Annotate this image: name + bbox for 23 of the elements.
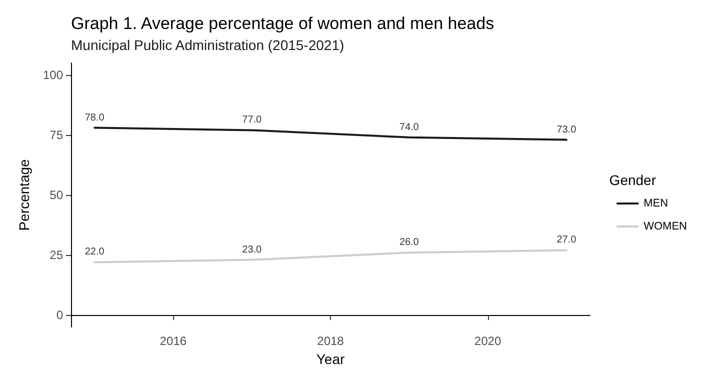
data-label: 26.0 <box>399 237 420 248</box>
y-axis-title: Percentage <box>16 158 32 231</box>
legend-label: WOMEN <box>644 220 688 232</box>
data-label: 23.0 <box>242 244 262 256</box>
data-label: 73.0 <box>556 124 577 136</box>
x-axis-title: Year <box>316 350 345 367</box>
x-tick-label: 2018 <box>317 334 344 348</box>
data-label: 78.0 <box>84 112 105 124</box>
data-label: 22.0 <box>84 246 105 258</box>
x-tick-label: 2020 <box>474 334 502 348</box>
y-tick-label: 0 <box>56 308 64 322</box>
legend-title: Gender <box>609 172 656 188</box>
chart-subtitle: Municipal Public Administration (2015-2021) <box>71 37 344 53</box>
y-tick-label: 50 <box>50 188 64 202</box>
data-label: 74.0 <box>399 122 420 133</box>
y-tick-label: 75 <box>50 128 64 142</box>
data-label: 77.0 <box>242 114 262 126</box>
y-tick-label: 100 <box>42 68 64 82</box>
x-tick-label: 2016 <box>160 334 187 348</box>
data-label: 27.0 <box>556 234 577 246</box>
chart-title: Graph 1. Average percentage of women and men heads <box>71 14 494 33</box>
y-tick-label: 25 <box>50 248 64 262</box>
legend-label: MEN <box>644 198 668 210</box>
